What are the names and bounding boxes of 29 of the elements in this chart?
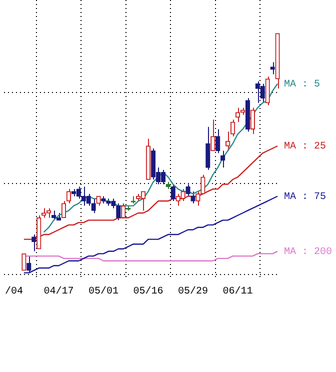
candlestick	[220, 150, 226, 168]
candlestick	[121, 202, 126, 218]
candlestick	[210, 119, 216, 152]
x-tick-label: 06/11	[222, 286, 253, 298]
x-tick-label: 05/16	[133, 286, 164, 298]
series-label: MA : 25	[284, 142, 326, 153]
candlestick	[186, 184, 190, 197]
candlestick	[61, 200, 66, 218]
candlestick	[26, 256, 32, 274]
series-label: MA : 200	[284, 246, 332, 258]
x-tick-label: 05/01	[88, 286, 119, 298]
candlestick	[66, 188, 72, 204]
candlestick	[265, 76, 270, 106]
candlestick	[91, 198, 96, 214]
candlestick	[170, 184, 176, 202]
candlestick	[206, 126, 210, 170]
series-label: MA : 75	[284, 192, 326, 203]
candlestick	[46, 208, 52, 218]
candlestick	[96, 196, 101, 206]
candlestick	[190, 190, 196, 204]
x-tick-label: 05/29	[178, 286, 208, 298]
x-tick-label: 04/17	[44, 286, 74, 298]
candlestick	[32, 234, 36, 252]
candlestick	[270, 62, 275, 75]
candlestick	[22, 253, 26, 271]
x-tick-label: /04	[4, 286, 24, 298]
candlestick	[250, 107, 255, 135]
series-label: MA : 5	[284, 79, 320, 90]
candlestick	[216, 128, 220, 154]
